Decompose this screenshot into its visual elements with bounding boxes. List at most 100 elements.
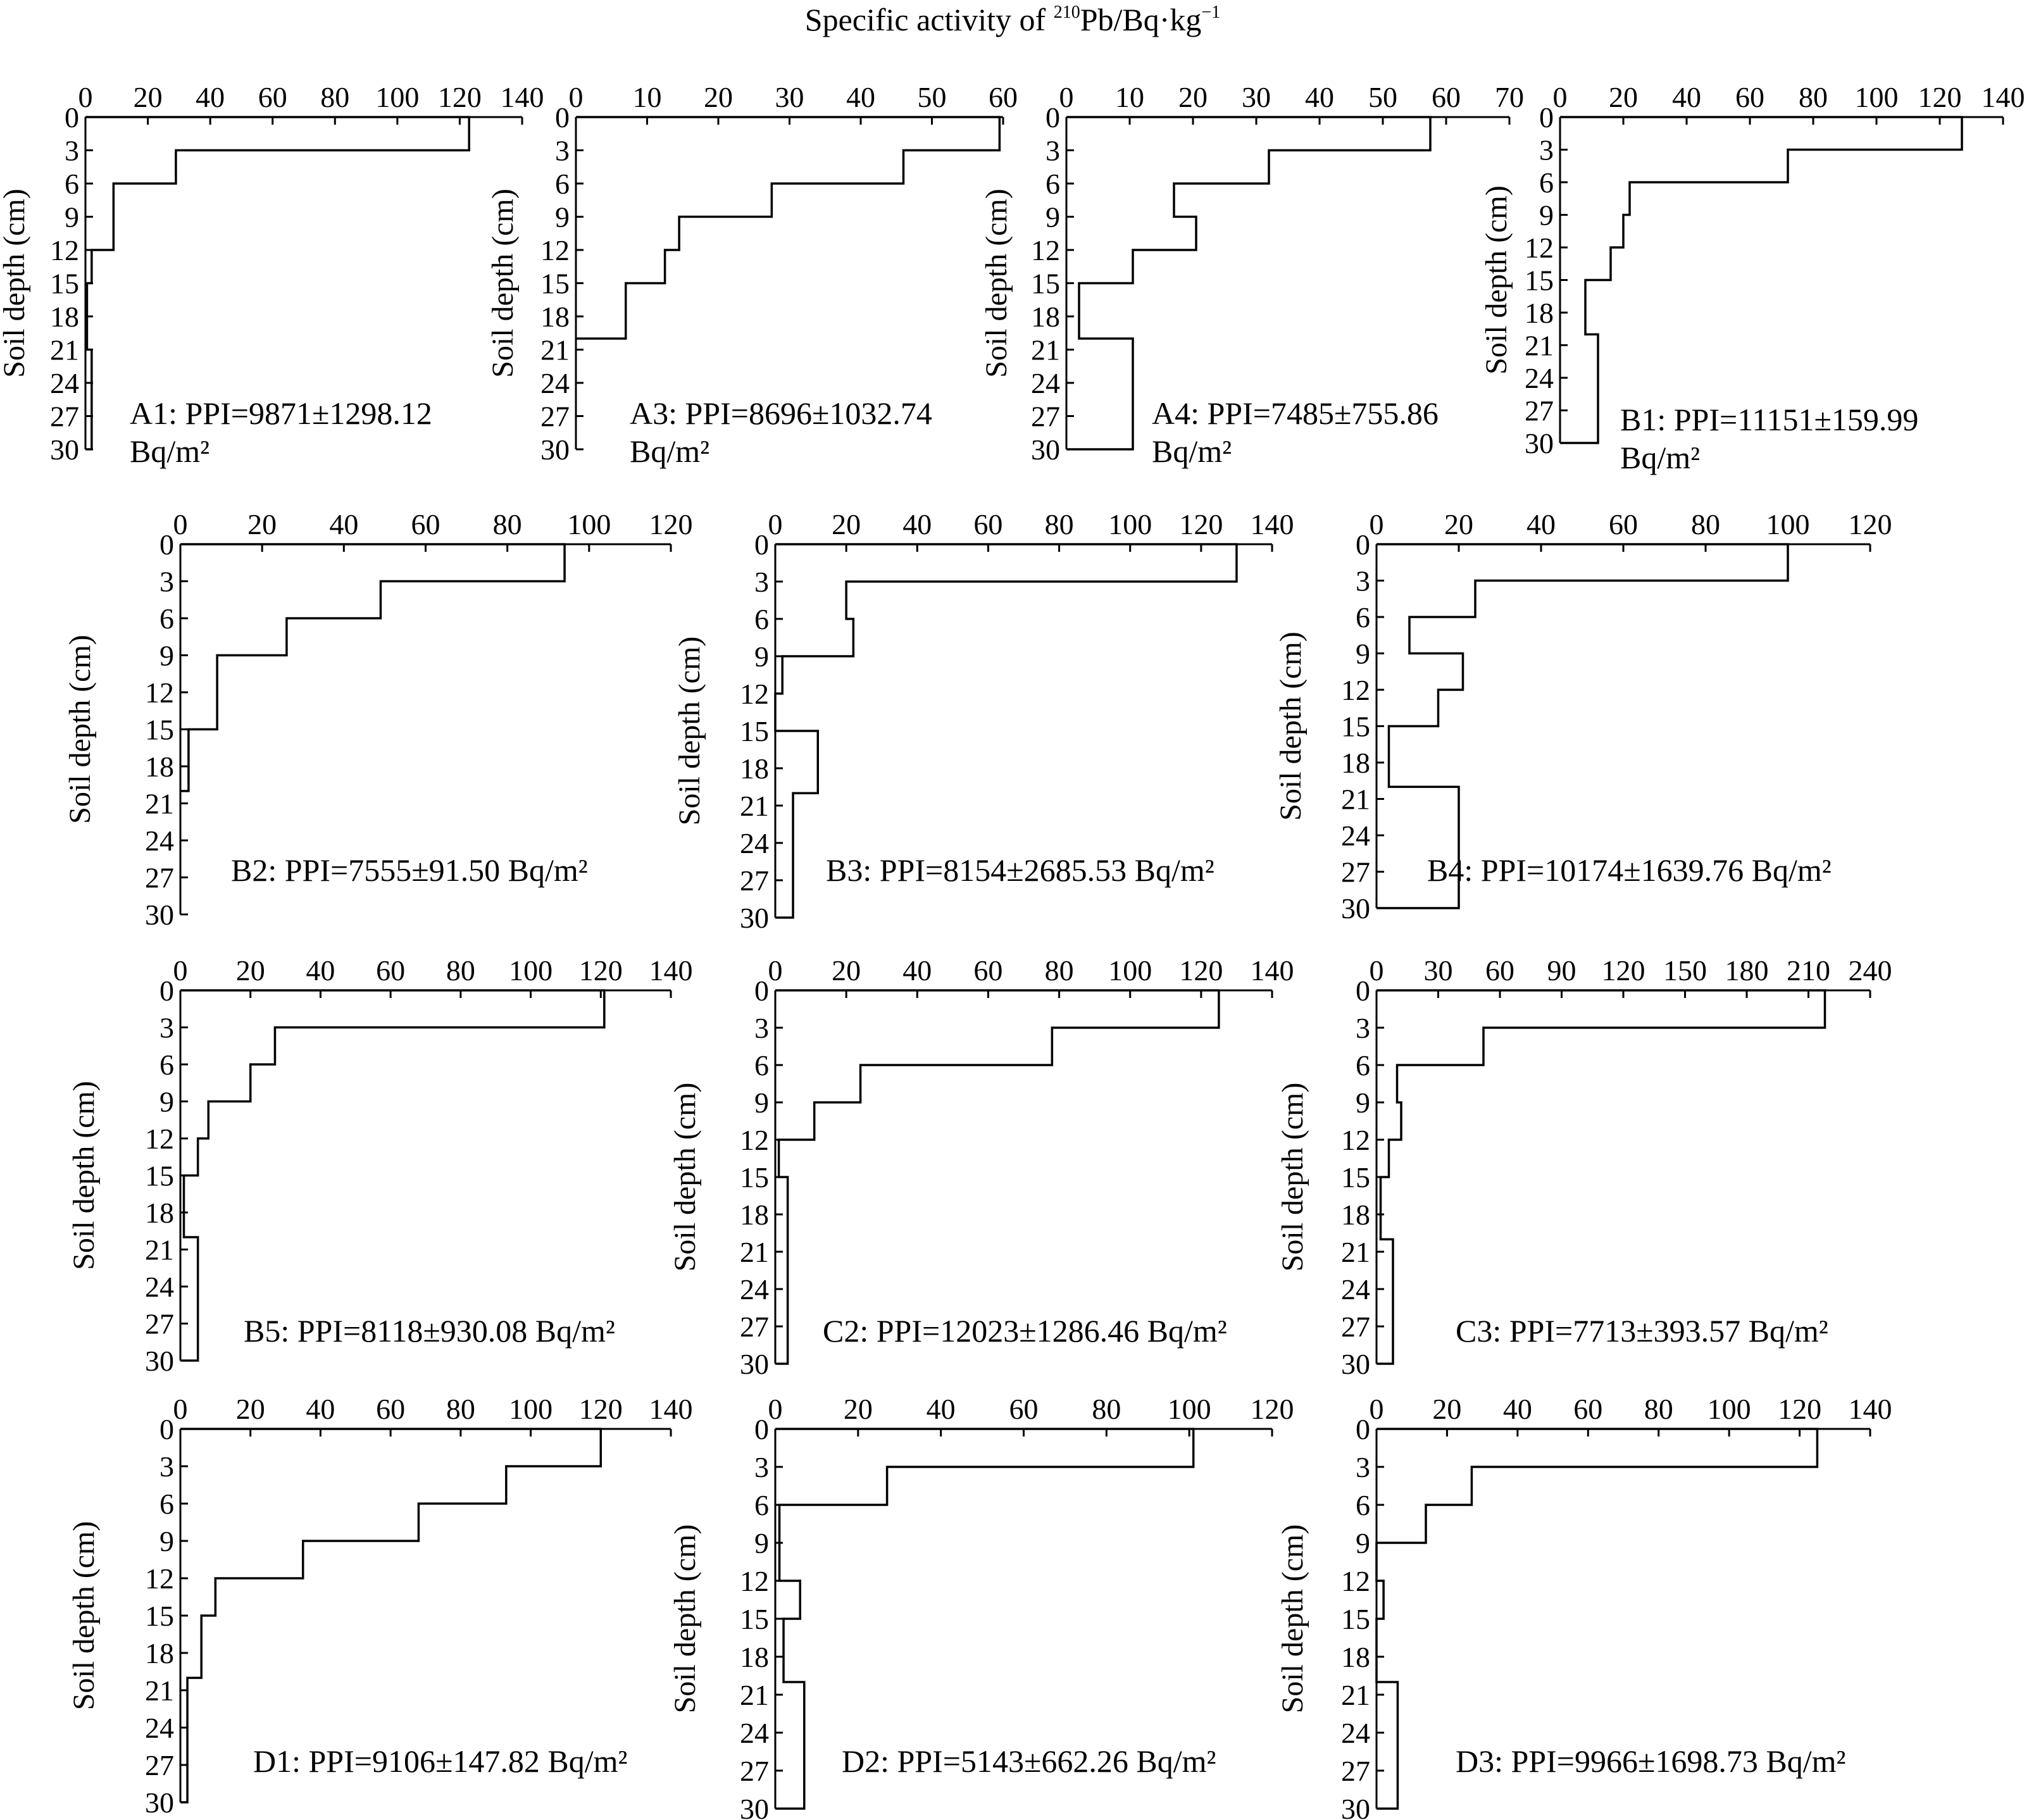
x-tick-label: 120: [1179, 508, 1223, 540]
y-tick-label: 24: [540, 367, 570, 399]
profile-line-c3: [1377, 989, 1826, 1365]
y-tick-label: 9: [1046, 201, 1060, 234]
y-tick-label: 12: [1341, 1124, 1370, 1156]
y-axis-label: Soil depth (cm): [673, 637, 706, 826]
y-tick-label: 21: [1341, 783, 1370, 816]
y-tick-label: 12: [145, 1562, 174, 1595]
panel-b5: 0 20 40 60 80 100 120 140 0 3 6 9 12 15 18 21 24 27 30 Soil…: [67, 954, 693, 1377]
y-tick-label: 9: [1539, 199, 1554, 232]
y-axis-label: Soil depth (cm): [0, 189, 31, 378]
y-tick-label: 15: [540, 268, 570, 300]
y-tick-label: 12: [145, 676, 174, 709]
x-tick-label: 40: [196, 81, 225, 113]
profile-line-b5: [180, 989, 606, 1362]
y-tick-label: 6: [754, 603, 769, 635]
x-tick-label: 80: [493, 508, 522, 540]
panel-c3: 0 30 60 90 120 150 180 210 240036912151821242730…: [1276, 954, 1892, 1380]
x-tick-label: 50: [918, 81, 947, 113]
y-tick-label: 6: [1356, 1489, 1370, 1521]
x-tick-label: 0: [1370, 1393, 1384, 1425]
y-tick-label: 12: [1031, 234, 1060, 266]
y-axis-label: Soil depth (cm): [980, 189, 1013, 378]
x-tick-label: 40: [306, 954, 335, 987]
y-tick-label: 0: [1356, 1413, 1370, 1445]
ppi-annotation: Bq/m²: [1620, 440, 1700, 475]
y-tick-label: 24: [740, 1273, 769, 1306]
x-tick-label: 10: [1115, 81, 1144, 113]
y-tick-label: 9: [159, 1086, 174, 1118]
x-tick-label: 0: [78, 81, 93, 113]
ppi-annotation: D3: PPI=9966±1698.73 Bq/m²: [1456, 1743, 1846, 1779]
x-tick-label: 140: [1849, 1393, 1892, 1425]
x-tick-label: 30: [1242, 81, 1271, 113]
x-tick-label: 40: [329, 508, 358, 540]
x-tick-label: 140: [1982, 81, 2025, 113]
y-tick-label: 0: [754, 975, 769, 1007]
x-tick-label: 80: [446, 954, 475, 987]
y-tick-label: 12: [740, 678, 769, 710]
ppi-annotation: B4: PPI=10174±1639.76 Bq/m²: [1427, 852, 1832, 888]
y-tick-label: 27: [145, 1749, 174, 1781]
x-tick-label: 60: [1573, 1393, 1602, 1425]
y-tick-label: 6: [1539, 166, 1554, 199]
y-tick-label: 27: [1031, 401, 1060, 433]
x-tick-label: 0: [173, 1393, 188, 1425]
x-tick-label: 20: [236, 954, 265, 987]
y-tick-label: 6: [1046, 168, 1060, 200]
y-tick-label: 3: [754, 1451, 769, 1483]
ppi-annotation: B5: PPI=8118±930.08 Bq/m²: [244, 1313, 615, 1349]
y-tick-label: 12: [1341, 1565, 1370, 1597]
x-tick-label: 80: [1045, 954, 1074, 987]
ppi-annotation: A3: PPI=8696±1032.74: [630, 396, 932, 431]
y-tick-label: 24: [740, 827, 769, 859]
x-tick-label: 20: [844, 1393, 873, 1425]
y-tick-label: 18: [1341, 1641, 1370, 1673]
y-tick-label: 18: [540, 301, 570, 333]
x-tick-label: 0: [1370, 508, 1384, 540]
x-tick-label: 40: [1672, 81, 1701, 113]
x-tick-label: 40: [1526, 508, 1556, 540]
y-tick-label: 21: [145, 788, 174, 820]
x-tick-label: 240: [1849, 954, 1892, 987]
y-tick-label: 0: [159, 528, 174, 561]
x-tick-label: 20: [1432, 1393, 1461, 1425]
y-tick-label: 18: [740, 1641, 769, 1673]
x-tick-label: 40: [1305, 81, 1334, 113]
x-tick-label: 40: [1503, 1393, 1532, 1425]
x-tick-label: 20: [704, 81, 733, 113]
y-axis-label: Soil depth (cm): [1480, 185, 1513, 375]
y-tick-label: 6: [555, 168, 570, 200]
y-tick-label: 18: [740, 1199, 769, 1231]
x-tick-label: 80: [1092, 1393, 1121, 1425]
x-tick-label: 120: [1602, 954, 1645, 987]
x-tick-label: 120: [438, 81, 482, 113]
x-tick-label: 100: [1108, 954, 1152, 987]
y-tick-label: 6: [754, 1489, 769, 1521]
y-tick-label: 6: [159, 1488, 174, 1520]
x-tick-label: 0: [1370, 954, 1384, 987]
y-tick-label: 21: [1341, 1679, 1370, 1711]
y-tick-label: 9: [159, 1525, 174, 1557]
x-tick-label: 100: [375, 81, 419, 113]
x-tick-label: 30: [775, 81, 804, 113]
y-tick-label: 18: [1031, 301, 1060, 333]
y-tick-label: 15: [740, 715, 769, 747]
y-axis-label: Soil depth (cm): [67, 1521, 101, 1711]
y-tick-label: 21: [740, 790, 769, 822]
y-tick-label: 3: [754, 566, 769, 598]
y-tick-label: 0: [1356, 528, 1370, 561]
y-tick-label: 27: [1341, 1311, 1370, 1343]
profile-line-b3: [774, 543, 1238, 919]
profile-line-a4: [1066, 116, 1432, 451]
y-tick-label: 30: [1525, 427, 1554, 459]
panel-b1: 0 20 40 60 80 100 120 140036912151821242730Soil…: [1480, 81, 2025, 475]
x-tick-label: 150: [1663, 954, 1707, 987]
y-tick-label: 18: [1525, 297, 1554, 329]
y-tick-label: 15: [145, 1600, 174, 1632]
y-tick-label: 18: [50, 301, 79, 333]
profile-line-b2: [180, 543, 566, 792]
x-tick-label: 140: [649, 1393, 693, 1425]
y-tick-label: 0: [1356, 975, 1370, 1007]
y-tick-label: 9: [555, 201, 570, 234]
